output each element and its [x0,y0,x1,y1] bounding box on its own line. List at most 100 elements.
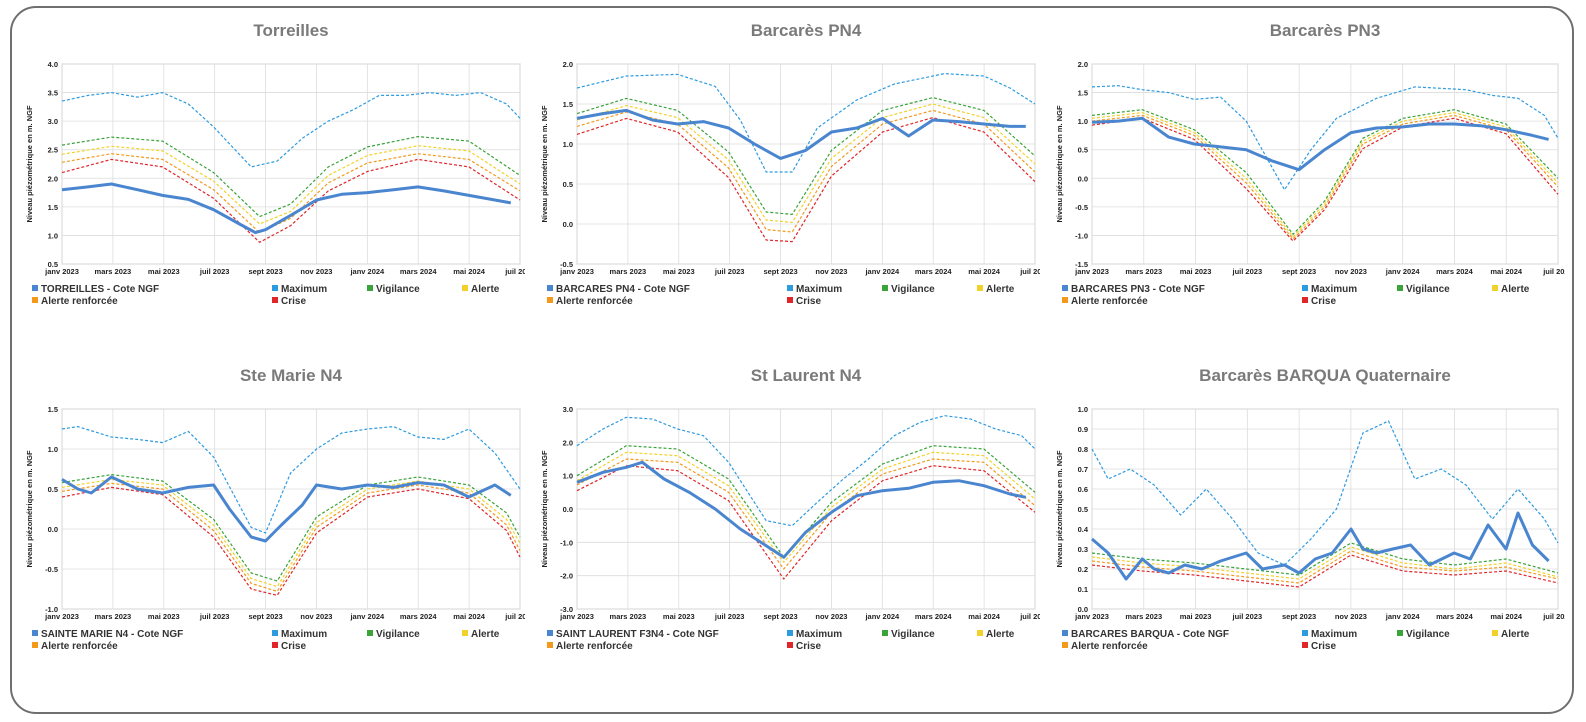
chart-title: Barcarès PN3 [1270,21,1381,40]
series-line-vigilance [576,96,1036,215]
legend-label: Vigilance [891,629,935,640]
legend-swatch [787,297,793,303]
legend-swatch [787,642,793,648]
legend-swatch [547,285,553,291]
legend-swatch [882,630,888,636]
legend-swatch [1397,285,1403,291]
series-line-alerte [1091,111,1559,238]
legend-swatch [1062,642,1068,648]
series-line-alerte [1091,546,1559,580]
y-tick-label: 4.0 [48,60,58,69]
y-tick-label: 3.0 [563,405,573,414]
legend-swatch [367,630,373,636]
x-tick-label: mai 2024 [1490,267,1523,276]
legend-label: Alerte renforcée [556,641,633,652]
legend-swatch [272,285,278,291]
legend-swatch [1302,297,1308,303]
x-tick-label: janv 2024 [1385,612,1421,621]
series-line-alerte-renforc-e [1091,114,1559,240]
legend-swatch [787,285,793,291]
legend-label: SAINT LAURENT F3N4 - Cote NGF [556,629,719,640]
legend-swatch [1062,297,1068,303]
x-tick-label: juil 2023 [714,612,745,621]
series-line-alerte-renforc-e [61,482,521,592]
x-tick-label: mars 2024 [915,612,953,621]
series-line-maximum [1091,85,1559,191]
legend-label: Maximum [1311,629,1357,640]
x-tick-label: mars 2024 [1436,267,1474,276]
legend-label: BARCARES PN4 - Cote NGF [556,284,690,295]
y-tick-label: 0.0 [48,525,58,534]
x-tick-label: nov 2023 [300,612,332,621]
x-tick-label: nov 2023 [300,267,332,276]
x-tick-label: janv 2023 [44,267,79,276]
legend-label: Alerte [471,629,500,640]
x-tick-label: mai 2024 [968,267,1001,276]
x-tick-label: juil 2024 [1542,267,1565,276]
legend-label: TORREILLES - Cote NGF [41,284,159,295]
y-tick-label: 0.2 [1078,565,1088,574]
series-line-maximum [576,415,1036,527]
x-tick-label: mars 2023 [610,267,647,276]
legend-label: Crise [796,296,821,307]
y-tick-label: 0.5 [48,485,58,494]
x-tick-label: mai 2024 [453,612,486,621]
x-tick-label: mai 2023 [663,267,695,276]
x-tick-label: mars 2023 [95,267,132,276]
x-tick-label: juil 2024 [1019,612,1040,621]
legend-swatch [272,642,278,648]
y-tick-label: -1.0 [45,605,58,614]
legend-label: Maximum [796,629,842,640]
y-tick-label: 0.7 [1078,465,1088,474]
legend-swatch [272,297,278,303]
legend-label: Alerte [986,284,1015,295]
y-tick-label: 0.0 [1078,605,1088,614]
y-axis-label: Niveau piézométrique en m. NGF [540,105,549,223]
series-line-alerte [576,103,1036,223]
x-tick-label: mars 2024 [400,267,438,276]
legend-swatch [882,285,888,291]
legend-label: Crise [1311,296,1336,307]
legend-label: Alerte [1501,629,1530,640]
legend-swatch [547,642,553,648]
y-tick-label: 2.0 [563,60,573,69]
x-tick-label: juil 2024 [1542,612,1565,621]
x-tick-label: juil 2023 [1232,612,1263,621]
chart-title: Torreilles [253,21,328,40]
legend-label: Vigilance [376,284,420,295]
y-tick-label: 0.5 [48,260,58,269]
y-tick-label: 1.5 [48,203,58,212]
legend-swatch [1062,630,1068,636]
y-tick-label: 1.5 [1078,89,1088,98]
y-tick-label: 0.5 [563,180,573,189]
x-tick-label: mai 2023 [663,612,695,621]
legend-swatch [462,630,468,636]
y-axis-label: Niveau piézométrique en m. NGF [540,450,549,568]
series-line-maximum [1091,420,1559,566]
legend-swatch [1492,285,1498,291]
chart-6: Barcarès BARQUA Quaternaire 0.0 0.1 0.2 0.3 0… [1055,366,1565,652]
legend-swatch [1397,630,1403,636]
series-line-maximum [61,425,521,534]
y-tick-label: 2.5 [48,146,58,155]
legend-label: Vigilance [1406,629,1450,640]
legend-swatch [32,642,38,648]
series-line-sainte-marie-n4-cote-ngf [61,475,512,543]
y-tick-label: 0.9 [1078,425,1088,434]
series-line-alerte-renforc-e [576,458,1036,570]
series-line-barcares-barqua-cote-ngf [1091,511,1550,581]
legend-swatch [547,297,553,303]
legend-label: Alerte [1501,284,1530,295]
plot-area [576,63,1036,265]
y-tick-label: -1.0 [560,538,573,547]
plot-area [1091,63,1559,265]
y-tick-label: 1.5 [48,405,58,414]
y-tick-label: 0.4 [1078,525,1089,534]
chart-2: Barcarès PN4 -0.5 0.0 0.5 1.0 1.5 2.0 janv 2023… [540,21,1040,307]
legend-label: Alerte renforcée [41,641,118,652]
legend-swatch [1302,642,1308,648]
chart-1: Torreilles 0.5 1.0 1.5 2.0 2.5 3.0 3.5 4.0 janv 2… [25,21,525,307]
y-tick-label: -3.0 [560,605,573,614]
chart-title: Barcarès PN4 [751,21,862,40]
